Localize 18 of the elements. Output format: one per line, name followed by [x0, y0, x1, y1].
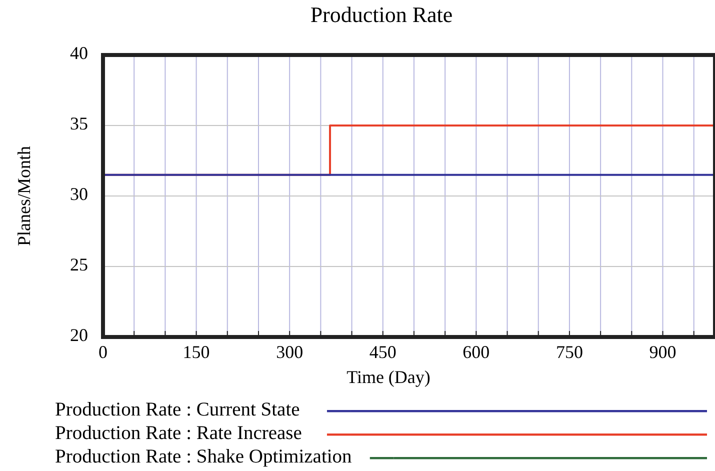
x-tick-label: 0 [98, 342, 108, 362]
legend-label: Production Rate : Rate Increase [55, 422, 302, 444]
legend-label: Production Rate : Shake Optimization [55, 446, 352, 468]
legend-label: Production Rate : Current State [55, 399, 300, 420]
chart-title: Production Rate [310, 2, 453, 27]
x-tick-label: 600 [462, 342, 490, 362]
y-tick-label: 25 [70, 254, 88, 275]
y-axis-title: Planes/Month [14, 146, 34, 246]
y-tick-label: 40 [70, 43, 88, 64]
x-tick-label: 150 [182, 342, 210, 362]
x-tick-label: 450 [369, 342, 396, 362]
x-tick-label: 900 [649, 342, 676, 362]
y-tick-label: 20 [70, 325, 88, 346]
x-tick-label: 750 [556, 342, 583, 362]
y-tick-label: 30 [70, 184, 88, 204]
y-tick-label: 35 [70, 114, 88, 134]
x-tick-label: 300 [276, 342, 304, 362]
x-axis-title: Time (Day) [346, 367, 430, 387]
